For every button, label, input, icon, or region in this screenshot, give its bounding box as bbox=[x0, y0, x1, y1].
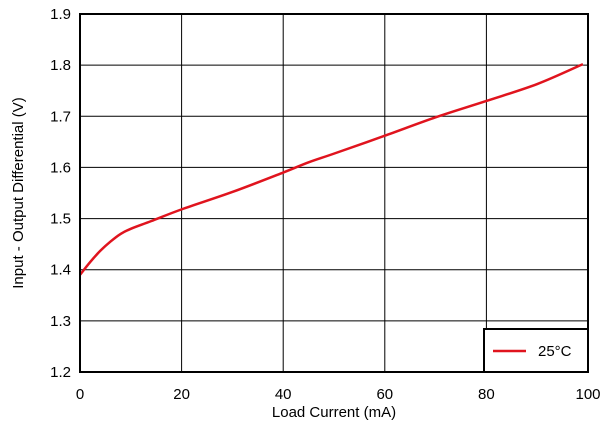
x-tick-label: 80 bbox=[478, 386, 495, 403]
y-axis-label: Input - Output Differential (V) bbox=[10, 97, 27, 288]
plot-area bbox=[80, 14, 588, 372]
y-tick-label: 1.4 bbox=[50, 262, 71, 279]
x-tick-label: 0 bbox=[76, 386, 84, 403]
series-layer bbox=[79, 62, 584, 276]
legend: 25°C bbox=[483, 328, 589, 373]
y-tick-label: 1.5 bbox=[50, 211, 71, 228]
legend-entry-25c: 25°C bbox=[538, 343, 572, 360]
y-tick-label: 1.9 bbox=[50, 6, 71, 23]
y-tick-label: 1.2 bbox=[50, 364, 71, 381]
x-tick-label: 60 bbox=[376, 386, 393, 403]
x-tick-label: 20 bbox=[173, 386, 190, 403]
x-axis-label: Load Current (mA) bbox=[272, 404, 396, 421]
y-tick-label: 1.7 bbox=[50, 108, 71, 125]
x-tick-label: 40 bbox=[275, 386, 292, 403]
plot-frame bbox=[79, 13, 589, 373]
x-tick-label: 100 bbox=[575, 386, 600, 403]
tick-labels: 0 20 40 60 80 100 1.2 1.3 1.4 1.5 1.6 1.7 1.8 1.9 bbox=[50, 6, 600, 403]
y-tick-label: 1.6 bbox=[50, 159, 71, 176]
y-tick-label: 1.3 bbox=[50, 313, 71, 330]
y-tick-label: 1.8 bbox=[50, 57, 71, 74]
series-line-25c bbox=[79, 62, 584, 276]
